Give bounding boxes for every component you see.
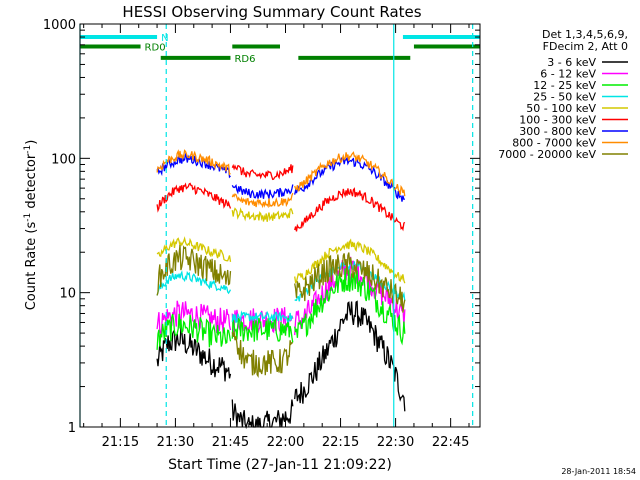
plot-frame [79, 23, 481, 428]
legend-label: 25 - 50 keV [533, 91, 596, 104]
x-axis: 21:15 21:30 21:45 22:00 22:15 22:30 22:45 [83, 24, 470, 450]
legend-item-25-50-kev: 25 - 50 keV [533, 91, 628, 104]
series-7000-20000-kev-segment-2 [231, 331, 294, 379]
x-axis-label: Start Time (27-Jan-11 21:09:22) [168, 457, 392, 473]
series-3-6-kev-segment-1 [156, 326, 232, 382]
series-7000-20000-kev [156, 245, 406, 379]
flag-n: N [80, 33, 480, 44]
series-12-25-kev-segment-2 [231, 316, 294, 343]
series-50-100-kev-segment-1 [156, 236, 232, 263]
x-tick-label: 22:15 [322, 435, 359, 450]
y-tick-label: 100 [51, 152, 76, 167]
x-tick-label: 21:45 [212, 435, 249, 450]
legend-label: 7000 - 20000 keV [498, 148, 596, 161]
series-12-25-kev-segment-1 [156, 313, 232, 350]
y-axis-label-mid: detector [24, 153, 39, 213]
series-800-7000-kev-segment-3 [294, 151, 406, 197]
x-tick-label: 22:00 [267, 435, 304, 450]
legend-item-12-25-kev: 12 - 25 keV [533, 79, 628, 92]
y-tick-label: 1000 [43, 18, 76, 33]
series-12-25-kev [156, 268, 406, 350]
series-800-7000-kev [156, 149, 406, 209]
series-100-300-kev-segment-3 [294, 187, 406, 232]
legend: Det 1,3,4,5,6,9, FDecim 2, Att 0 3 - 6 k… [498, 28, 628, 161]
flag-rd0-label: RD0 [145, 42, 166, 53]
series-300-800-kev-segment-3 [294, 155, 406, 202]
legend-header-line-2: FDecim 2, Att 0 [543, 40, 628, 53]
x-tick-label: 21:30 [157, 435, 194, 450]
legend-item-300-800-kev: 300 - 800 keV [519, 125, 628, 138]
flag-rd6-label: RD6 [234, 54, 255, 65]
legend-item-3-6-kev: 3 - 6 keV [547, 56, 628, 69]
series-50-100-kev [156, 207, 406, 284]
series-100-300-kev-segment-2 [231, 163, 294, 181]
series-50-100-kev-segment-2 [231, 207, 294, 222]
series-100-300-kev-segment-1 [156, 182, 232, 213]
legend-label: 12 - 25 keV [533, 79, 596, 92]
legend-item-800-7000-kev: 800 - 7000 keV [512, 137, 628, 150]
series-25-50-kev-segment-1 [156, 270, 232, 296]
series-7000-20000-kev-segment-1 [156, 245, 232, 296]
x-tick-label: 21:15 [102, 435, 139, 450]
legend-label: 300 - 800 keV [519, 125, 596, 138]
series-300-800-kev-segment-2 [231, 183, 294, 199]
series-50-100-kev-segment-3 [294, 238, 406, 284]
legend-item-50-100-kev: 50 - 100 keV [526, 102, 628, 115]
legend-label: 50 - 100 keV [526, 102, 596, 115]
legend-item-100-300-kev: 100 - 300 keV [519, 114, 628, 127]
series-3-6-kev-segment-3 [294, 300, 406, 412]
flag-rd6: RD6 [160, 54, 411, 65]
y-axis-label-main: Count Rate (s [24, 222, 39, 311]
y-axis-label-sup1: -1 [23, 213, 33, 222]
legend-item-6-12-kev: 6 - 12 keV [540, 68, 628, 81]
legend-label: 3 - 6 keV [547, 56, 596, 69]
legend-header-line-1: Det 1,3,4,5,6,9, [542, 28, 628, 41]
series-25-50-kev-segment-2 [231, 310, 294, 324]
legend-item-7000-20000-kev: 7000 - 20000 keV [498, 148, 628, 161]
y-axis-label-sup2: -1 [23, 145, 33, 154]
y-axis: 1 10 100 1000 [43, 18, 480, 436]
series-800-7000-kev-segment-2 [231, 192, 294, 209]
y-tick-label: 1 [68, 421, 76, 436]
series-800-7000-kev-segment-1 [156, 149, 231, 176]
footer-timestamp: 28-Jan-2011 18:54 [561, 467, 636, 476]
flag-n-label: N [161, 33, 168, 44]
y-axis-label-end: ) [24, 140, 39, 145]
legend-label: 100 - 300 keV [519, 114, 596, 127]
legend-label: 6 - 12 keV [540, 68, 596, 81]
series-100-300-kev [156, 163, 406, 232]
series-12-25-kev-segment-3 [294, 268, 406, 346]
series-7000-20000-kev-segment-3 [294, 252, 406, 313]
flag-rd0: RD0 [80, 42, 480, 53]
x-tick-label: 22:45 [432, 435, 469, 450]
legend-label: 800 - 7000 keV [512, 137, 596, 150]
x-tick-label: 22:30 [377, 435, 414, 450]
y-tick-label: 10 [59, 287, 76, 302]
chart-title: HESSI Observing Summary Count Rates [122, 3, 421, 21]
series-layer [156, 149, 406, 430]
y-axis-label: Count Rate (s-1 detector-1) [23, 140, 39, 311]
